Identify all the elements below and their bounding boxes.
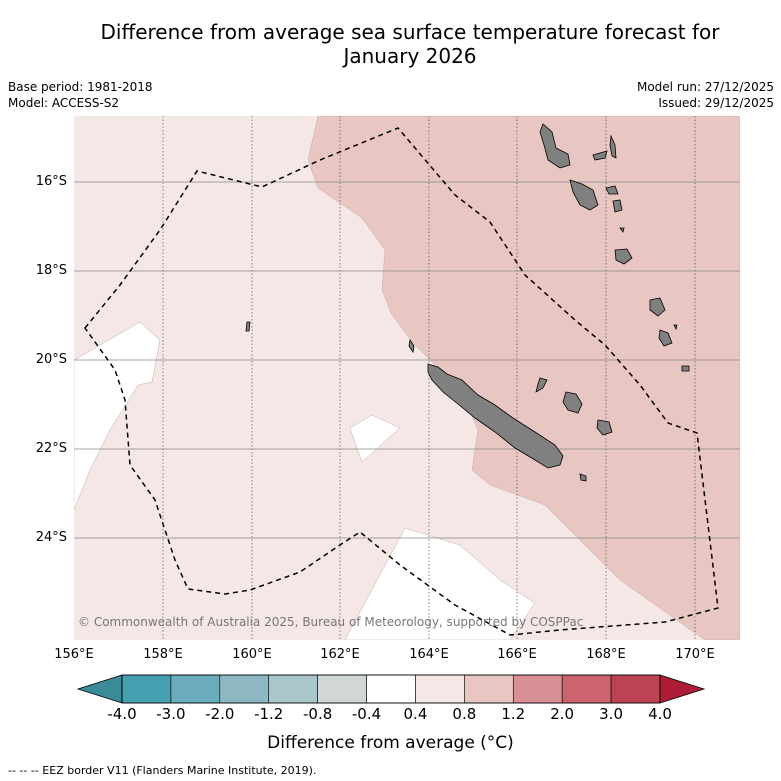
belep-islet [408,338,415,354]
colorbar-tick-label: 0.4 [403,705,428,723]
lat-label-18s: 18°S [35,263,67,278]
lifou-island [562,391,583,414]
colorbar-tick-label: 0.8 [452,705,477,723]
lon-label-166e: 166°E [497,647,537,662]
colorbar-tick-label: 1.2 [501,705,526,723]
colorbar-label: Difference from average (°C) [267,733,514,753]
neutral-region-center [349,414,401,463]
espiritu-santo-island [539,123,571,169]
futuna-islet [673,324,678,331]
model-name: Model: ACCESS-S2 [8,96,120,110]
neutral-region-west [74,321,161,511]
new-caledonia-island [427,363,564,469]
neutral-region-south [344,527,536,640]
shepherd-islet [619,227,625,233]
model-run: Model run: 27/12/2025 [636,80,774,94]
colorbar-tick-label: 4.0 [648,705,672,723]
lat-label-22s: 22°S [35,441,67,456]
ambrym-island [605,185,619,195]
isle-of-pines [579,473,587,482]
copyright-text: © Commonwealth of Australia 2025, Bureau… [78,615,583,629]
map-title-line1: Difference from average sea surface temp… [100,20,720,44]
land [245,123,690,482]
colorbar-tick-label: -0.4 [351,705,382,723]
base-period: Base period: 1981-2018 [8,80,153,94]
chesterfield-islet [245,321,251,332]
lon-label-168e: 168°E [586,647,626,662]
lon-label-158e: 158°E [143,647,183,662]
lat-label-24s: 24°S [35,530,67,545]
colorbar-tick-label: 3.0 [599,705,623,723]
lon-label-170e: 170°E [675,647,715,662]
lat-label-20s: 20°S [35,352,67,367]
malakula-island [569,179,599,211]
eez-border [84,127,719,636]
aneityum-island [681,365,690,372]
map-title-line2: January 2026 [343,44,477,68]
colorbar-tick-label: -4.0 [107,705,137,723]
efate-island [614,248,633,265]
tanna-island [658,329,673,347]
colorbar-tick-label: -1.2 [254,705,284,723]
colorbar-tick-label: -0.8 [302,705,333,723]
issued-date: Issued: 29/12/2025 [658,96,774,110]
colorbar-tick-label: -3.0 [156,705,186,723]
colorbar-tick-label: -2.0 [205,705,235,723]
ambae-island [592,150,608,161]
lon-label-160e: 160°E [232,647,272,662]
pentecost-island [609,134,617,159]
mare-island [596,419,613,436]
colorbar-tick-label: 2.0 [550,705,575,723]
eez-legend: -- -- -- EEZ border V11 (Flanders Marine… [8,764,317,777]
epi-island [612,199,623,213]
lat-label-16s: 16°S [35,174,67,189]
lon-label-156e: 156°E [54,647,94,662]
lon-label-164e: 164°E [409,647,449,662]
lon-label-162e: 162°E [320,647,360,662]
ouvea-island [535,377,548,393]
erromango-island [649,297,666,317]
